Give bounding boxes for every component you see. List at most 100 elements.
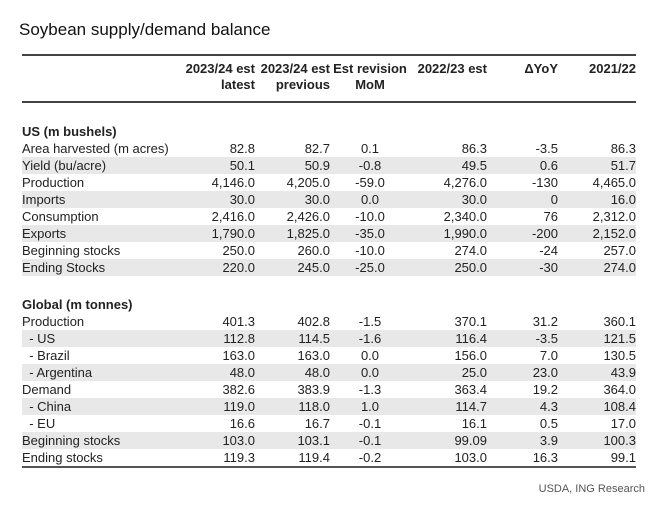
table-cell: 50.1 <box>175 157 255 174</box>
table-cell: 119.3 <box>175 449 255 468</box>
section-header: US (m bushels) <box>22 102 636 140</box>
table-cell: 3.9 <box>487 432 558 449</box>
table-row: - Argentina 48.0 48.0 0.0 25.0 23.0 43.9 <box>22 364 636 381</box>
table-cell: 2,340.0 <box>443 209 487 224</box>
table-cell: 1,990.0 <box>410 225 487 242</box>
table-cell: 274.0 <box>454 243 487 258</box>
table-cell: 30.0 <box>410 191 487 208</box>
row-label: Area harvested (m acres) <box>22 141 169 156</box>
table-row: Consumption 2,416.0 2,426.0 -10.0 2,340.0 76 2… <box>22 208 636 225</box>
table-cell: -130 <box>531 175 558 190</box>
table-cell: 103.0 <box>175 432 255 449</box>
table-cell: -24 <box>539 243 558 258</box>
column-header: 2022/23 est <box>410 54 487 103</box>
table-row: Ending Stocks 220.0 245.0 -25.0 250.0 -30 274.… <box>22 259 636 276</box>
table-cell: 49.5 <box>410 157 487 174</box>
table-cell: 76 <box>543 209 558 224</box>
table-row: - Brazil 163.0 163.0 0.0 156.0 7.0 130.5 <box>22 347 636 364</box>
table-cell: 108.4 <box>558 398 636 415</box>
table-cell: 48.0 <box>255 364 330 381</box>
table-cell: 86.3 <box>610 141 636 156</box>
table-cell: -0.1 <box>358 416 382 431</box>
section-label: US (m bushels) <box>22 124 117 139</box>
supply-demand-table: 2023/24 est latest 2023/24 est previous Est … <box>22 54 636 468</box>
column-header: ΔYoY <box>487 54 558 103</box>
table-cell: 116.4 <box>410 330 487 347</box>
table-cell: -1.3 <box>358 382 382 397</box>
table-cell: 16.0 <box>558 191 636 208</box>
table-cell: 156.0 <box>454 348 487 363</box>
table-cell: 82.7 <box>304 141 330 156</box>
table-cell: 114.7 <box>410 398 487 415</box>
row-label: Yield (bu/acre) <box>22 157 175 174</box>
table-cell: 0.1 <box>360 141 380 156</box>
table-cell: 48.0 <box>175 364 255 381</box>
table-cell: 163.0 <box>222 348 255 363</box>
column-header-line: MoM <box>355 77 385 92</box>
table-cell: 103.1 <box>255 432 330 449</box>
row-label: Production <box>22 175 85 190</box>
row-label: - China <box>22 398 175 415</box>
table-row: Production 4,146.0 4,205.0 -59.0 4,276.0 -130… <box>22 174 636 191</box>
table-cell: 257.0 <box>603 243 636 258</box>
table-title: Soybean supply/demand balance <box>19 20 271 39</box>
source-note: USDA, ING Research <box>538 483 645 495</box>
table-cell: 82.8 <box>229 141 255 156</box>
table-cell: 103.0 <box>410 449 487 468</box>
table-cell: 245.0 <box>255 259 330 276</box>
table-cell: 2,312.0 <box>592 209 636 224</box>
table-cell: 1,790.0 <box>175 225 255 242</box>
table-cell: 364.0 <box>603 382 636 397</box>
column-header-line: previous <box>275 77 330 92</box>
table-cell: -3.5 <box>535 141 558 156</box>
table-cell: 2,152.0 <box>558 225 636 242</box>
table-row: Ending stocks 119.3 119.4 -0.2 103.0 16.3 99.1 <box>22 449 636 468</box>
table-cell: 163.0 <box>297 348 330 363</box>
table-cell: 121.5 <box>558 330 636 347</box>
table-cell: 4,205.0 <box>286 175 330 190</box>
table-cell: 402.8 <box>297 314 330 329</box>
table-cell: 99.1 <box>558 449 636 468</box>
column-header-line: Est revision <box>333 61 407 76</box>
row-label: Beginning stocks <box>22 432 175 449</box>
row-label: - Brazil <box>22 348 70 363</box>
table-cell: 0.6 <box>487 157 558 174</box>
table-cell: 16.6 <box>229 416 255 431</box>
table-cell: 16.1 <box>461 416 487 431</box>
table-cell: 370.1 <box>454 314 487 329</box>
table-cell: -10.0 <box>355 209 385 224</box>
column-header-line: 2023/24 est <box>260 61 330 76</box>
table-cell: -0.1 <box>330 432 410 449</box>
table-cell: 2,426.0 <box>286 209 330 224</box>
table-cell: 1.0 <box>330 398 410 415</box>
column-header: 2021/22 <box>558 54 636 103</box>
table-row: - EU 16.6 16.7 -0.1 16.1 0.5 17.0 <box>22 415 636 432</box>
table-cell: 16.7 <box>304 416 330 431</box>
table-row: - China 119.0 118.0 1.0 114.7 4.3 108.4 <box>22 398 636 415</box>
table-cell: 2,416.0 <box>211 209 255 224</box>
table-cell: -0.2 <box>330 449 410 468</box>
table-cell: -35.0 <box>330 225 410 242</box>
table-cell: 50.9 <box>255 157 330 174</box>
table-cell: 4,465.0 <box>592 175 636 190</box>
table-cell: 363.4 <box>454 382 487 397</box>
table-cell: 19.2 <box>532 382 558 397</box>
table-row: Production 401.3 402.8 -1.5 370.1 31.2 360.1 <box>22 313 636 330</box>
table-cell: -1.6 <box>330 330 410 347</box>
column-header-line: 2023/24 est <box>185 61 255 76</box>
table-cell: 4,276.0 <box>443 175 487 190</box>
table-cell: 360.1 <box>603 314 636 329</box>
table-cell: 382.6 <box>222 382 255 397</box>
row-label: Consumption <box>22 209 99 224</box>
table-cell: 0 <box>487 191 558 208</box>
table-cell: 4,146.0 <box>211 175 255 190</box>
table-row: - US 112.8 114.5 -1.6 116.4 -3.5 121.5 <box>22 330 636 347</box>
row-label: Beginning stocks <box>22 243 121 258</box>
table-cell: 86.3 <box>461 141 487 156</box>
row-label: Exports <box>22 225 175 242</box>
table-cell: -3.5 <box>487 330 558 347</box>
table-cell: 43.9 <box>558 364 636 381</box>
table-row: Exports 1,790.0 1,825.0 -35.0 1,990.0 -200 2,1… <box>22 225 636 242</box>
table-cell: 1,825.0 <box>255 225 330 242</box>
table-cell: 0.0 <box>330 364 410 381</box>
